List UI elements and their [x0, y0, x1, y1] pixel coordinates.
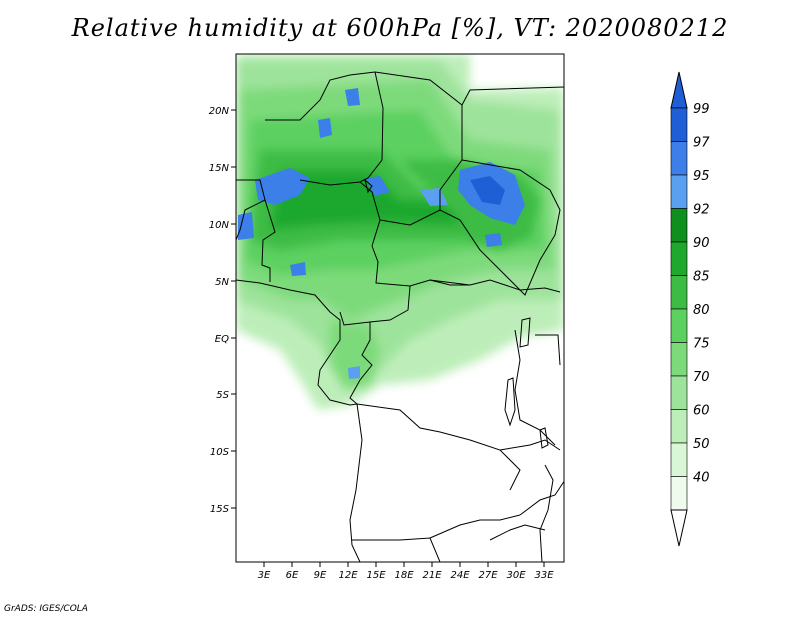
lon-label: 27E — [478, 570, 498, 581]
lat-label: EQ — [215, 334, 229, 345]
lon-label: 24E — [450, 570, 470, 581]
colorbar-segment — [670, 476, 688, 511]
colorbar-segment — [670, 275, 688, 310]
colorbar-segment — [670, 107, 688, 142]
colorbar-bottom-arrow — [670, 509, 688, 547]
lon-label: 6E — [286, 570, 299, 581]
lon-label: 12E — [338, 570, 358, 581]
plot-title: Relative humidity at 600hPa [%], VT: 202… — [71, 14, 729, 42]
colorbar-label: 85 — [693, 270, 710, 285]
lon-label: 30E — [506, 570, 526, 581]
lon-label: 9E — [314, 570, 327, 581]
lon-axis: 3E 6E 9E 12E 15E 18E 21E 24E 27E 30E 33E — [258, 562, 554, 581]
lat-label: 15N — [209, 163, 230, 174]
lon-label: 21E — [422, 570, 442, 581]
colorbar: 99 97 95 92 90 85 80 75 70 60 50 40 — [670, 71, 710, 547]
credit-text: GrADS: IGES/COLA — [4, 604, 88, 614]
colorbar-label: 90 — [693, 236, 710, 251]
lat-label: 10S — [210, 447, 230, 458]
lat-label: 5N — [215, 277, 229, 288]
colorbar-label: 40 — [693, 471, 710, 486]
colorbar-label: 95 — [693, 169, 710, 184]
colorbar-segment — [670, 241, 688, 276]
country-borders — [236, 71, 564, 562]
lon-label: 15E — [366, 570, 386, 581]
colorbar-label: 92 — [693, 203, 710, 218]
colorbar-segment — [670, 141, 688, 176]
colorbar-segment — [670, 308, 688, 343]
colorbar-label: 80 — [693, 303, 710, 318]
lake-outlines — [364, 178, 549, 449]
humidity-field — [236, 54, 564, 562]
colorbar-label: 60 — [693, 404, 710, 419]
colorbar-segment — [670, 375, 688, 410]
colorbar-segment — [670, 208, 688, 243]
colorbar-label: 97 — [693, 136, 710, 151]
colorbar-label: 50 — [693, 437, 710, 452]
lon-label: 33E — [534, 570, 554, 581]
colorbar-top-arrow — [670, 71, 688, 109]
colorbar-label: 70 — [693, 370, 710, 385]
lon-label: 3E — [258, 570, 271, 581]
lat-label: 10N — [209, 220, 230, 231]
colorbar-segment — [670, 409, 688, 444]
lat-axis: 20N 15N 10N 5N EQ 5S 10S 15S — [209, 106, 236, 515]
colorbar-label: 75 — [693, 337, 710, 352]
lat-label: 15S — [210, 504, 230, 515]
colorbar-segment — [670, 174, 688, 209]
lat-label: 20N — [209, 106, 230, 117]
colorbar-segment — [670, 342, 688, 377]
colorbar-label: 99 — [693, 102, 710, 117]
map-frame — [235, 53, 565, 563]
lon-label: 18E — [394, 570, 414, 581]
colorbar-segment — [670, 442, 688, 477]
lat-label: 5S — [216, 390, 229, 401]
